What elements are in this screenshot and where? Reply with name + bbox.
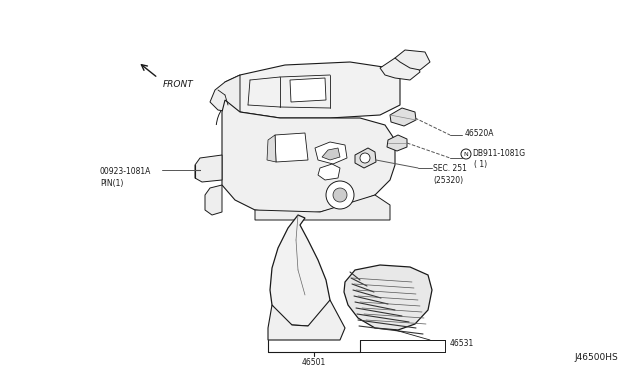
Polygon shape [275,133,308,162]
Polygon shape [225,62,400,118]
Text: 46531: 46531 [450,339,474,347]
Polygon shape [355,148,376,168]
Polygon shape [270,215,330,326]
Polygon shape [255,195,390,220]
Polygon shape [322,148,340,160]
Polygon shape [390,108,416,126]
Text: 46520A: 46520A [465,128,495,138]
Polygon shape [195,155,222,182]
Polygon shape [210,75,240,112]
Polygon shape [267,135,276,162]
Text: ( 1): ( 1) [474,160,487,169]
Polygon shape [318,164,340,180]
Text: 00923-1081A
PIN(1): 00923-1081A PIN(1) [100,167,152,188]
Polygon shape [268,300,345,340]
Circle shape [360,153,370,163]
Text: DB911-1081G: DB911-1081G [472,148,525,157]
Polygon shape [387,135,407,151]
Text: J46500HS: J46500HS [574,353,618,362]
Polygon shape [380,58,420,80]
Polygon shape [315,142,347,164]
Polygon shape [344,265,432,330]
Circle shape [326,181,354,209]
Polygon shape [395,50,430,70]
Polygon shape [222,100,395,215]
Circle shape [333,188,347,202]
Text: FRONT: FRONT [163,80,194,89]
Text: 46501: 46501 [302,358,326,367]
Polygon shape [290,78,326,102]
Text: SEC. 251
(25320): SEC. 251 (25320) [433,164,467,185]
Text: N: N [463,151,468,157]
Polygon shape [205,185,222,215]
